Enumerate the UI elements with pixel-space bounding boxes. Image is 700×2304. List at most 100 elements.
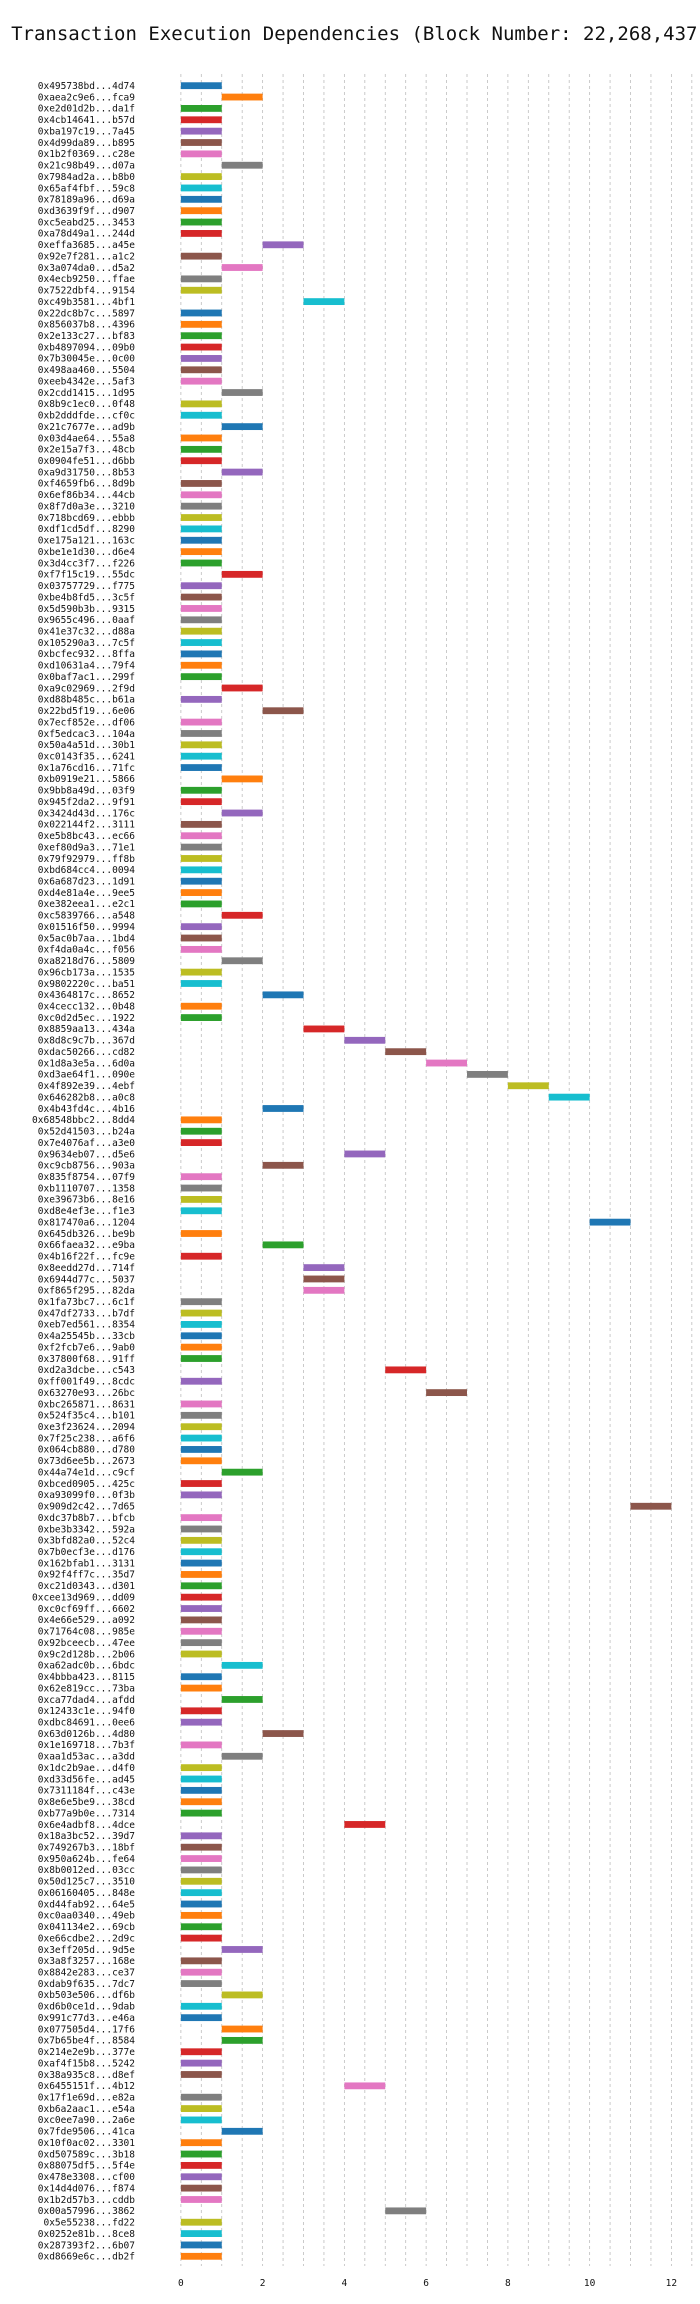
transaction-bar (221, 468, 263, 476)
transaction-bar (180, 945, 222, 953)
transaction-bar (180, 1548, 222, 1556)
transaction-label: 0xe39673b6...8e16 (38, 1195, 136, 1206)
transaction-label: 0x646282b8...a0c8 (38, 1092, 136, 1103)
transaction-label: 0xaa1d53ac...a3dd (38, 1752, 135, 1763)
transaction-label: 0xb6a2aac1...e54a (38, 2104, 135, 2115)
transaction-label: 0x1d8a3e5a...6d0a (38, 1058, 135, 1069)
transaction-label: 0x8b0012ed...03cc (38, 1865, 135, 1876)
transaction-label: 0x01516f50...9994 (38, 922, 136, 933)
transaction-bar (180, 1321, 222, 1328)
transaction-label: 0xe382eea1...e2c1 (38, 899, 136, 910)
transaction-bar (180, 2139, 222, 2147)
transaction-bar (180, 195, 222, 203)
transaction-bar (180, 1355, 222, 1362)
transaction-label: 0x41e37c32...d88a (38, 626, 135, 637)
transaction-bar (180, 2196, 222, 2203)
transaction-bar (180, 400, 222, 408)
transaction-label: 0xbe3b3342...592a (38, 1524, 135, 1535)
transaction-label: 0x718bcd69...ebbb (38, 513, 136, 524)
transaction-label: 0x8e6e5be9...38cd (38, 1797, 135, 1808)
transaction-bar (180, 1911, 222, 1919)
transaction-label: 0x65af4fbf...59c8 (38, 183, 136, 194)
transaction-bar (467, 1070, 508, 1078)
transaction-bar (180, 82, 222, 90)
transaction-bar (180, 184, 222, 192)
transaction-bar (180, 1002, 222, 1010)
transaction-label: 0xe175a121...163c (38, 536, 135, 547)
transaction-bar (180, 1377, 222, 1385)
transaction-bar (180, 1309, 222, 1317)
transaction-label: 0x287393f2...6b07 (38, 2240, 135, 2251)
transaction-bar (180, 320, 222, 328)
transaction-label: 0xc49b3581...4bf1 (38, 297, 136, 308)
transaction-label: 0x8eedd27d...714f (38, 1263, 135, 1274)
transaction-label: 0xcee13d969...dd09 (32, 1592, 135, 1603)
transaction-bar (180, 502, 222, 510)
x-tick-label: 8 (505, 2278, 511, 2289)
transaction-label: 0x12433c1e...94f0 (38, 1706, 136, 1717)
transaction-label: 0xf4da0a4c...f056 (38, 945, 136, 956)
transaction-label: 0x1dc2b9ae...d4f0 (38, 1763, 136, 1774)
transaction-bar (180, 1593, 222, 1601)
x-tick-label: 10 (584, 2278, 596, 2289)
transaction-bar (262, 991, 304, 999)
transaction-bar (180, 1843, 222, 1851)
transaction-bar (180, 1968, 222, 1976)
transaction-bar (180, 514, 222, 521)
transaction-label: 0x4a25545b...33cb (38, 1331, 136, 1342)
transaction-label: 0xf2fcb7e6...9ab0 (38, 1342, 136, 1353)
transaction-label: 0x524f35c4...b101 (38, 1411, 136, 1422)
transaction-label: 0x22dc8b7c...5897 (38, 308, 135, 319)
transaction-label: 0x0904fe51...d6bb (38, 456, 136, 467)
transaction-bar (180, 764, 222, 771)
transaction-bar (303, 1025, 345, 1033)
transaction-label: 0x06160405...848e (38, 1888, 136, 1899)
transaction-label: 0x37800f68...91ff (38, 1354, 135, 1365)
transaction-bar (180, 934, 222, 942)
transaction-bar (180, 1980, 222, 1987)
x-tick-label: 6 (423, 2278, 429, 2289)
transaction-label: 0x9802220c...ba51 (38, 979, 136, 990)
transaction-label: 0xc0d2d5ec...1922 (38, 1013, 135, 1024)
transaction-bar (180, 2002, 222, 2010)
transaction-bar (180, 127, 222, 135)
transaction-label: 0xeffa3685...a45e (38, 240, 136, 251)
transaction-bar (385, 1048, 427, 1056)
transaction-label: 0x8b9c1ec0...0f48 (38, 399, 136, 410)
transaction-label: 0x0252e81b...8ce8 (38, 2229, 136, 2240)
transaction-label: 0x6455151f...4b12 (38, 2081, 135, 2092)
transaction-bar (221, 2127, 263, 2135)
transaction-bar (180, 2105, 222, 2112)
transaction-bar (221, 1661, 263, 1669)
transaction-bar (180, 434, 222, 442)
transaction-label: 0x945f2da2...9f91 (38, 797, 136, 808)
transaction-label: 0xb4897094...09b0 (38, 342, 136, 353)
transaction-bar (180, 695, 222, 703)
transaction-label: 0x21c7677e...ad9b (38, 422, 136, 433)
transaction-label: 0x749267b3...18bf (38, 1842, 135, 1853)
transaction-label: 0x478e3308...cf00 (38, 2172, 136, 2183)
transaction-label: 0x14d4d076...f874 (38, 2183, 136, 2194)
transaction-bar (180, 1877, 222, 1885)
transaction-label: 0xbe1e1d30...d6e4 (38, 547, 136, 558)
transaction-label: 0xdab9f635...7dc7 (38, 1979, 135, 1990)
transaction-label: 0xdc37b8b7...bfcb (38, 1513, 136, 1524)
transaction-bar (180, 2150, 222, 2158)
transaction-label: 0x03d4ae64...55a8 (38, 433, 136, 444)
transaction-label: 0x62e819cc...73ba (38, 1683, 135, 1694)
transaction-label: 0x92f4ff7c...35d7 (38, 1570, 135, 1581)
transaction-label: 0x7522dbf4...9154 (38, 286, 136, 297)
transaction-label: 0x18a3bc52...39d7 (38, 1831, 135, 1842)
transaction-label: 0xd33d56fe...ad45 (38, 1774, 135, 1785)
transaction-bar (180, 1775, 222, 1783)
transaction-bar (303, 1275, 345, 1283)
transaction-label: 0x4e66e529...a092 (38, 1615, 135, 1626)
transaction-label: 0xbcfec932...8ffa (38, 649, 135, 660)
transaction-label: 0x92bceecb...47ee (38, 1638, 136, 1649)
transaction-label: 0x909d2c42...7d65 (38, 1502, 135, 1513)
chart-title: Transaction Execution Dependencies (Bloc… (11, 23, 700, 45)
transaction-bar (180, 1957, 222, 1965)
transaction-bar (221, 570, 263, 578)
transaction-bar (180, 491, 222, 499)
transaction-bar (262, 241, 304, 249)
